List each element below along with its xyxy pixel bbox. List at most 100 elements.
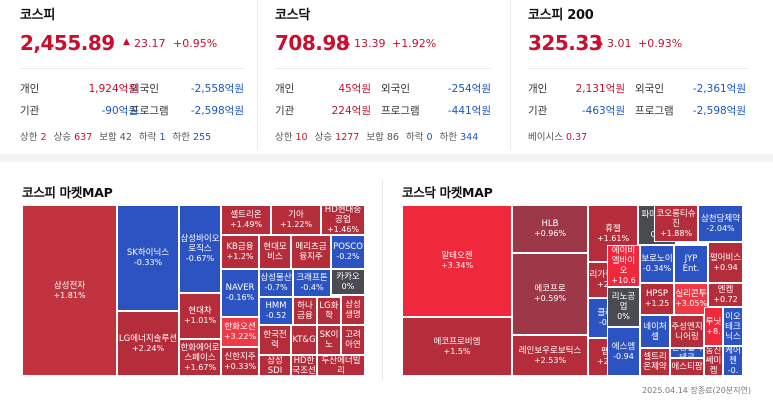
kospi-map-cell[interactable]: 기아 +1.22%	[271, 205, 321, 235]
index-price: 2,455.89	[20, 31, 115, 55]
stock-name: 케어젠	[725, 346, 741, 366]
kospi-map-cell[interactable]: 하나금융	[293, 297, 317, 325]
stock-name: HD현대중공업	[324, 205, 362, 225]
stock-name: 엔켐	[717, 285, 734, 295]
index-change-pct: +0.95%	[173, 37, 218, 50]
kosdaq-map-cell[interactable]: 신성델타테크	[670, 348, 704, 358]
kospi-map-cell[interactable]: 삼성생명	[341, 295, 365, 325]
stock-name: 보로노이	[641, 254, 673, 264]
kospi-map-cell[interactable]: 신한지주 +0.33%	[221, 347, 259, 376]
kospi-map-cell[interactable]: 한국전력	[259, 325, 291, 355]
kosdaq-map-cell[interactable]: 에스엠 -0.94	[607, 327, 640, 376]
kosdaq-map-cell[interactable]: 알테오젠 +3.34%	[402, 205, 512, 317]
stock-name: SK하이닉스	[126, 248, 170, 258]
kospi-map-cell[interactable]: 삼성물산 -0.7%	[259, 269, 293, 297]
kosdaq-map-cell[interactable]: 동진쎄미켐	[704, 346, 723, 376]
index-panel-kospi200[interactable]: 코스피 200 325.33 ▲ 3.01 +0.93% 개인 2,131억원 …	[528, 0, 750, 150]
stock-change: +3.22%	[223, 332, 257, 341]
index-title[interactable]: 코스닥	[275, 8, 310, 23]
stock-change: +0.59%	[533, 294, 567, 303]
stock-name: 휴젤	[605, 223, 621, 234]
stock-name: 삼성생명	[345, 300, 361, 320]
stock-change: +0.96%	[533, 229, 567, 238]
kosdaq-map-cell[interactable]: 루닛 +8.	[704, 307, 723, 346]
stock-name: 펄어비스	[709, 252, 742, 263]
stock-name: 현대차	[188, 306, 212, 316]
kospi-map-cell[interactable]: POSCO -0.2%	[331, 235, 365, 269]
stock-name: 두산에너빌리	[321, 355, 361, 376]
stock-change: +1.01%	[183, 316, 217, 325]
index-title[interactable]: 코스피 200	[528, 8, 594, 23]
stock-change: +1.25	[644, 299, 670, 308]
kosdaq-map-cell[interactable]: 에코프로비엠 +1.5%	[402, 317, 512, 376]
stock-name: 신성델타테크	[671, 348, 703, 358]
stock-change: +0.33%	[223, 361, 257, 371]
kosdaq-map-cell[interactable]: 에이비엘바이오 +10.6	[607, 245, 640, 287]
kospi-map-cell[interactable]: 고려아연	[341, 325, 365, 355]
kosdaq-map-cell[interactable]: 엔켐 +0.72	[708, 283, 743, 307]
basis-stat: 베이시스 0.37	[528, 132, 588, 143]
index-panel-kosdaq[interactable]: 코스닥 708.98 ▲ 13.39 +1.92% 개인 45억원 외국인 -2…	[275, 0, 493, 150]
kospi-map-cell[interactable]: 현대모비스	[259, 235, 291, 269]
kospi-map-cell[interactable]: 삼성SDI	[259, 355, 291, 376]
kosdaq-map-cell[interactable]: 보로노이 -0.34%	[640, 245, 674, 283]
up-triangle-icon: ▲	[123, 37, 130, 47]
kospi-map-cell[interactable]: 삼성바이오로직스 -0.67%	[179, 205, 221, 293]
stock-name: 에코프로비엠	[433, 336, 481, 347]
kosdaq-map-cell[interactable]: HPSP +1.25	[640, 283, 674, 315]
investor-label: 개인	[20, 83, 40, 95]
kospi-map-cell[interactable]: 셀트리온 +1.49%	[221, 205, 271, 235]
stock-change: +3.34%	[440, 261, 474, 270]
kospi-map-cell[interactable]: LG화학	[317, 297, 341, 325]
investor-value: 1,924억원	[88, 83, 138, 95]
kosdaq-map-cell[interactable]: HLB +0.96%	[512, 205, 588, 253]
kosdaq-map-cell[interactable]: 삼천당제약 -2.04%	[698, 205, 743, 242]
kospi-map-cell[interactable]: 한화에어로스페이스 +1.67%	[179, 339, 221, 376]
investor-label: 외국인	[381, 83, 410, 95]
stock-change: -0.	[727, 366, 739, 375]
stock-name: 메리츠금융지주	[295, 242, 327, 262]
kospi-map-cell[interactable]: KT&G	[291, 325, 317, 355]
kospi-map-cell[interactable]: SK이노	[317, 325, 341, 355]
kosdaq-map-cell[interactable]: 셀트리온제약	[640, 348, 670, 376]
kospi-map-cell[interactable]: KB금융 +1.2%	[221, 235, 259, 269]
kosdaq-map-cell[interactable]: 리노공업 0%	[607, 287, 640, 327]
stock-change: -0.52	[265, 311, 287, 320]
kospi-map-cell[interactable]: 메리츠금융지주	[291, 235, 331, 269]
kospi-map-cell[interactable]: 현대차 +1.01%	[179, 293, 221, 339]
stock-change: -2.04%	[706, 223, 735, 233]
stock-name: LG에너지솔루션	[118, 333, 178, 344]
kospi-map-cell[interactable]: LG에너지솔루션 +2.24%	[117, 311, 179, 376]
investor-value: 45억원	[338, 83, 371, 95]
stock-name: 하나금융	[297, 301, 313, 321]
kosdaq-map-cell[interactable]: 에스티팜	[670, 358, 704, 376]
kospi-map-cell[interactable]: SK하이닉스 -0.33%	[117, 205, 179, 311]
kospi-map-cell[interactable]: 한화오션 +3.22%	[221, 317, 259, 347]
kosdaq-map-cell[interactable]: 케어젠 -0.	[723, 346, 743, 376]
kosdaq-map-cell[interactable]: 에코프로 +0.59%	[512, 253, 588, 335]
kospi-map-cell[interactable]: HMM -0.52	[259, 297, 293, 325]
kospi-map-cell[interactable]: 카카오 0%	[331, 269, 365, 295]
stock-name: 주성엔지니어링	[671, 321, 703, 342]
index-title[interactable]: 코스피	[20, 8, 55, 23]
kosdaq-map-cell[interactable]: 네이처셀	[640, 315, 670, 348]
kosdaq-map-cell[interactable]: 펄어비스 +0.94	[708, 242, 743, 283]
kosdaq-map-cell[interactable]: 레인보우로보틱스 +2.53%	[512, 335, 588, 376]
kospi-map-cell[interactable]: NAVER -0.16%	[221, 269, 259, 317]
stock-change: +2.53%	[533, 355, 567, 365]
kospi-map-cell[interactable]: HD현대중공업 +1.46%	[321, 205, 365, 235]
investor-value: -254억원	[447, 83, 491, 95]
investor-label: 외국인	[130, 83, 159, 95]
kosdaq-map-cell[interactable]: 실리콘투 +3.05%	[674, 283, 708, 315]
kosdaq-map-cell[interactable]: 이오테크닉스	[723, 307, 743, 346]
stock-name: 루닛	[705, 316, 722, 327]
investor-value: -2,361억원	[692, 83, 746, 95]
kosdaq-map-cell[interactable]: JYP Ent.	[674, 245, 708, 283]
kospi-map-cell[interactable]: 삼성전자 +1.81%	[22, 205, 117, 376]
kosdaq-map-cell[interactable]: 코오롱티슈진 +1.88%	[654, 205, 698, 242]
kospi-map-cell[interactable]: HD한국조선	[291, 355, 317, 376]
kospi-map-cell[interactable]: 두산에너빌리	[317, 355, 365, 376]
index-panel-kospi[interactable]: 코스피 2,455.89 ▲ 23.17 +0.95% 개인 1,924억원 외…	[20, 0, 248, 150]
kospi-map-cell[interactable]: 크래프톤 -0.4%	[293, 269, 331, 297]
kosdaq-map-cell[interactable]: 주성엔지니어링	[670, 315, 704, 348]
